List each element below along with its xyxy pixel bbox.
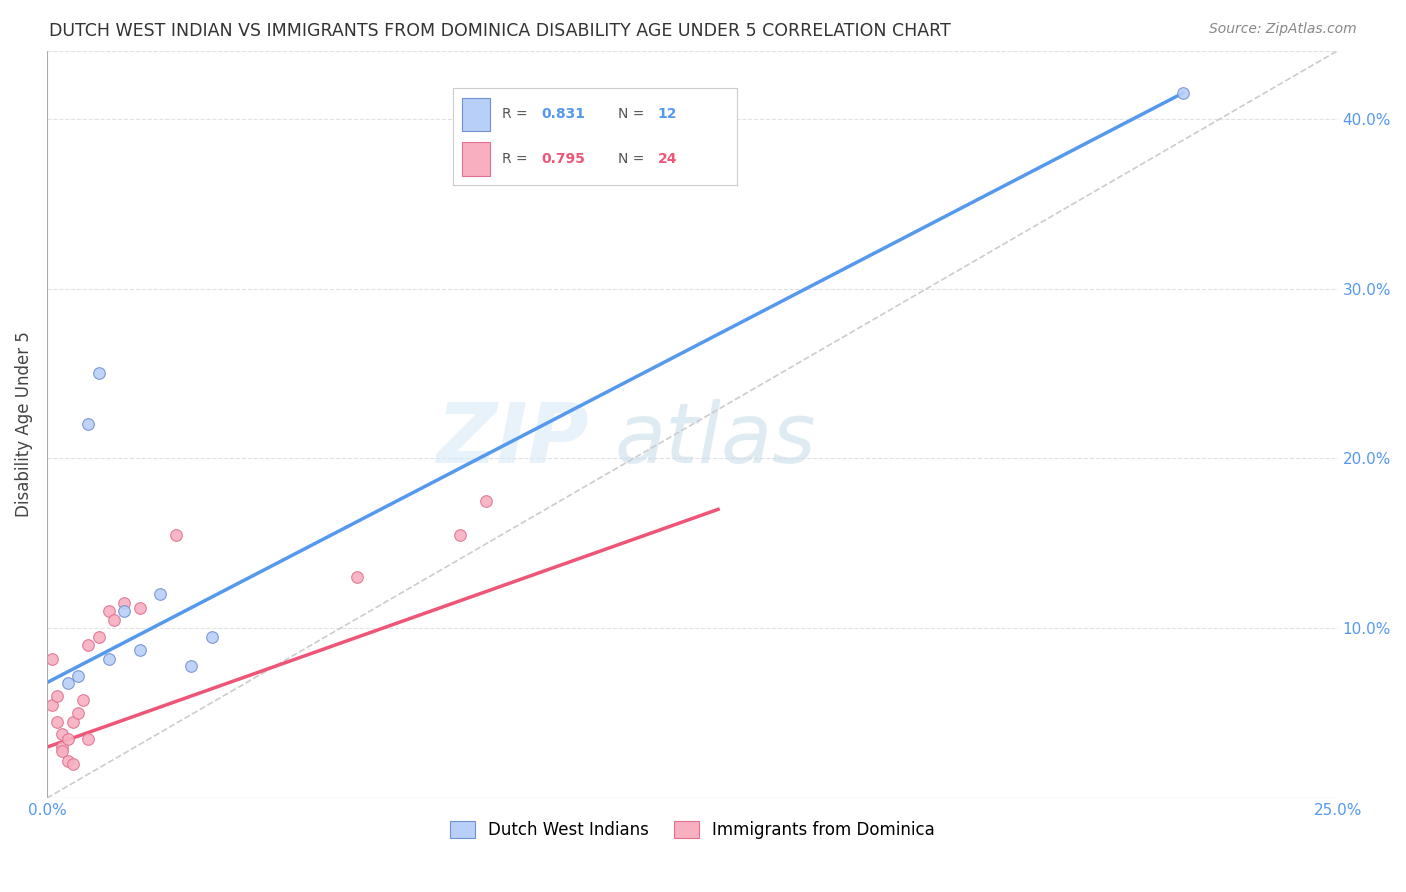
Point [112, 604, 135, 618]
Point [149, 587, 172, 601]
Point [128, 643, 150, 657]
Legend: Dutch West Indians, Immigrants from Dominica: Dutch West Indians, Immigrants from Domi… [443, 814, 942, 846]
Point [41, 652, 63, 666]
Point [97, 652, 120, 666]
Point [46, 714, 69, 729]
Point [66, 669, 89, 683]
Point [1171, 86, 1194, 100]
Y-axis label: Disability Age Under 5: Disability Age Under 5 [15, 332, 32, 517]
Point [346, 570, 368, 584]
Text: ZIP: ZIP [436, 399, 589, 480]
Point [46, 690, 69, 704]
Point [51, 726, 73, 740]
Point [97, 604, 120, 618]
Point [112, 596, 135, 610]
Point [180, 658, 202, 673]
Point [165, 528, 187, 542]
Point [56, 675, 79, 690]
Point [77, 417, 100, 432]
Text: DUTCH WEST INDIAN VS IMMIGRANTS FROM DOMINICA DISABILITY AGE UNDER 5 CORRELATION: DUTCH WEST INDIAN VS IMMIGRANTS FROM DOM… [49, 22, 950, 40]
Point [51, 740, 73, 755]
Text: Source: ZipAtlas.com: Source: ZipAtlas.com [1209, 22, 1357, 37]
Text: atlas: atlas [614, 399, 817, 480]
Point [62, 714, 84, 729]
Point [62, 757, 84, 772]
Point [201, 630, 224, 644]
Point [56, 754, 79, 768]
Point [449, 528, 471, 542]
Point [474, 493, 496, 508]
Point [103, 613, 125, 627]
Point [77, 731, 100, 746]
Point [87, 630, 110, 644]
Point [87, 367, 110, 381]
Point [51, 743, 73, 757]
Point [72, 692, 94, 706]
Point [66, 706, 89, 721]
Point [128, 600, 150, 615]
Point [77, 638, 100, 652]
Point [41, 698, 63, 712]
Point [56, 731, 79, 746]
